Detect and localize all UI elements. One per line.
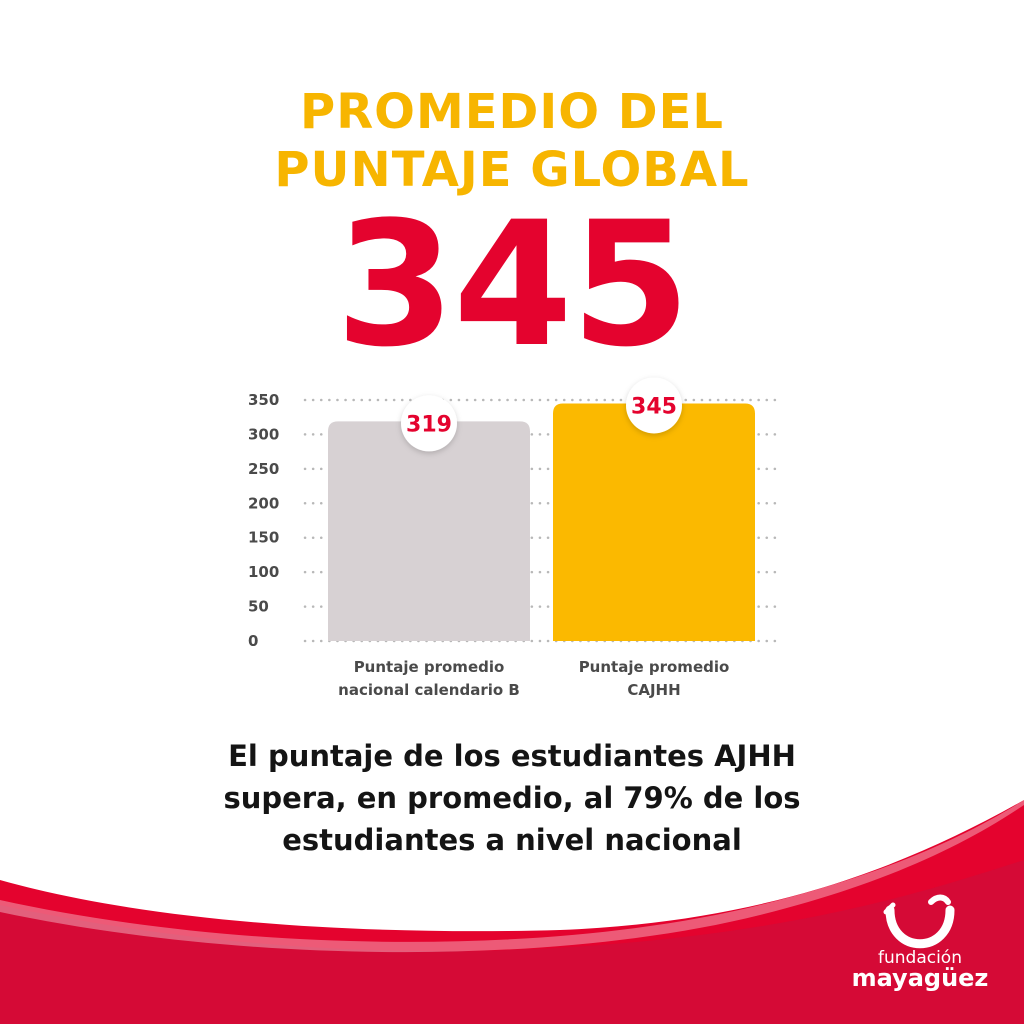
caption-line-3: estudiantes a nivel nacional xyxy=(282,823,742,857)
logo-text-mayaguez: mayagüez xyxy=(851,964,989,992)
chart-data-labels: 319 345 xyxy=(401,377,682,452)
bar-chart: 0 50 100 150 200 250 300 350 319 345 Puntaje pro… xyxy=(248,377,780,699)
wave-dark xyxy=(0,860,1024,1024)
title-line-2: PUNTAJE GLOBAL xyxy=(274,142,750,198)
y-tick-label: 150 xyxy=(248,529,279,547)
data-label-badge xyxy=(401,395,457,452)
fundacion-mayaguez-logo-icon xyxy=(883,894,955,949)
x-category-label: CAJHH xyxy=(627,681,680,699)
y-tick-label: 200 xyxy=(248,494,279,512)
y-axis-ticks: 0 50 100 150 200 250 300 350 xyxy=(248,391,279,650)
headline-value: 345 xyxy=(335,184,690,385)
title-line-1: PROMEDIO DEL xyxy=(300,84,724,140)
x-category-label: Puntaje promedio xyxy=(354,658,505,676)
y-tick-label: 350 xyxy=(248,391,279,409)
y-tick-label: 0 xyxy=(248,632,258,650)
data-label: 345 xyxy=(631,394,677,419)
x-category-label: Puntaje promedio xyxy=(579,658,730,676)
logo-text-fundacion: fundación xyxy=(878,948,962,968)
y-tick-label: 250 xyxy=(248,460,279,478)
bar-cajhh xyxy=(553,403,755,641)
bar-national xyxy=(328,421,530,641)
data-label-badge xyxy=(626,377,682,434)
caption-line-2: supera, en promedio, al 79% de los xyxy=(223,781,801,815)
data-label: 319 xyxy=(406,412,452,437)
caption-line-1: El puntaje de los estudiantes AJHH xyxy=(228,739,796,773)
x-axis-labels: Puntaje promedio nacional calendario B Pun… xyxy=(338,658,729,699)
y-tick-label: 300 xyxy=(248,425,279,443)
y-tick-label: 100 xyxy=(248,563,279,581)
x-category-label: nacional calendario B xyxy=(338,681,520,699)
chart-bars xyxy=(328,403,755,641)
caption: El puntaje de los estudiantes AJHH super… xyxy=(0,735,1024,861)
y-tick-label: 50 xyxy=(248,598,269,616)
